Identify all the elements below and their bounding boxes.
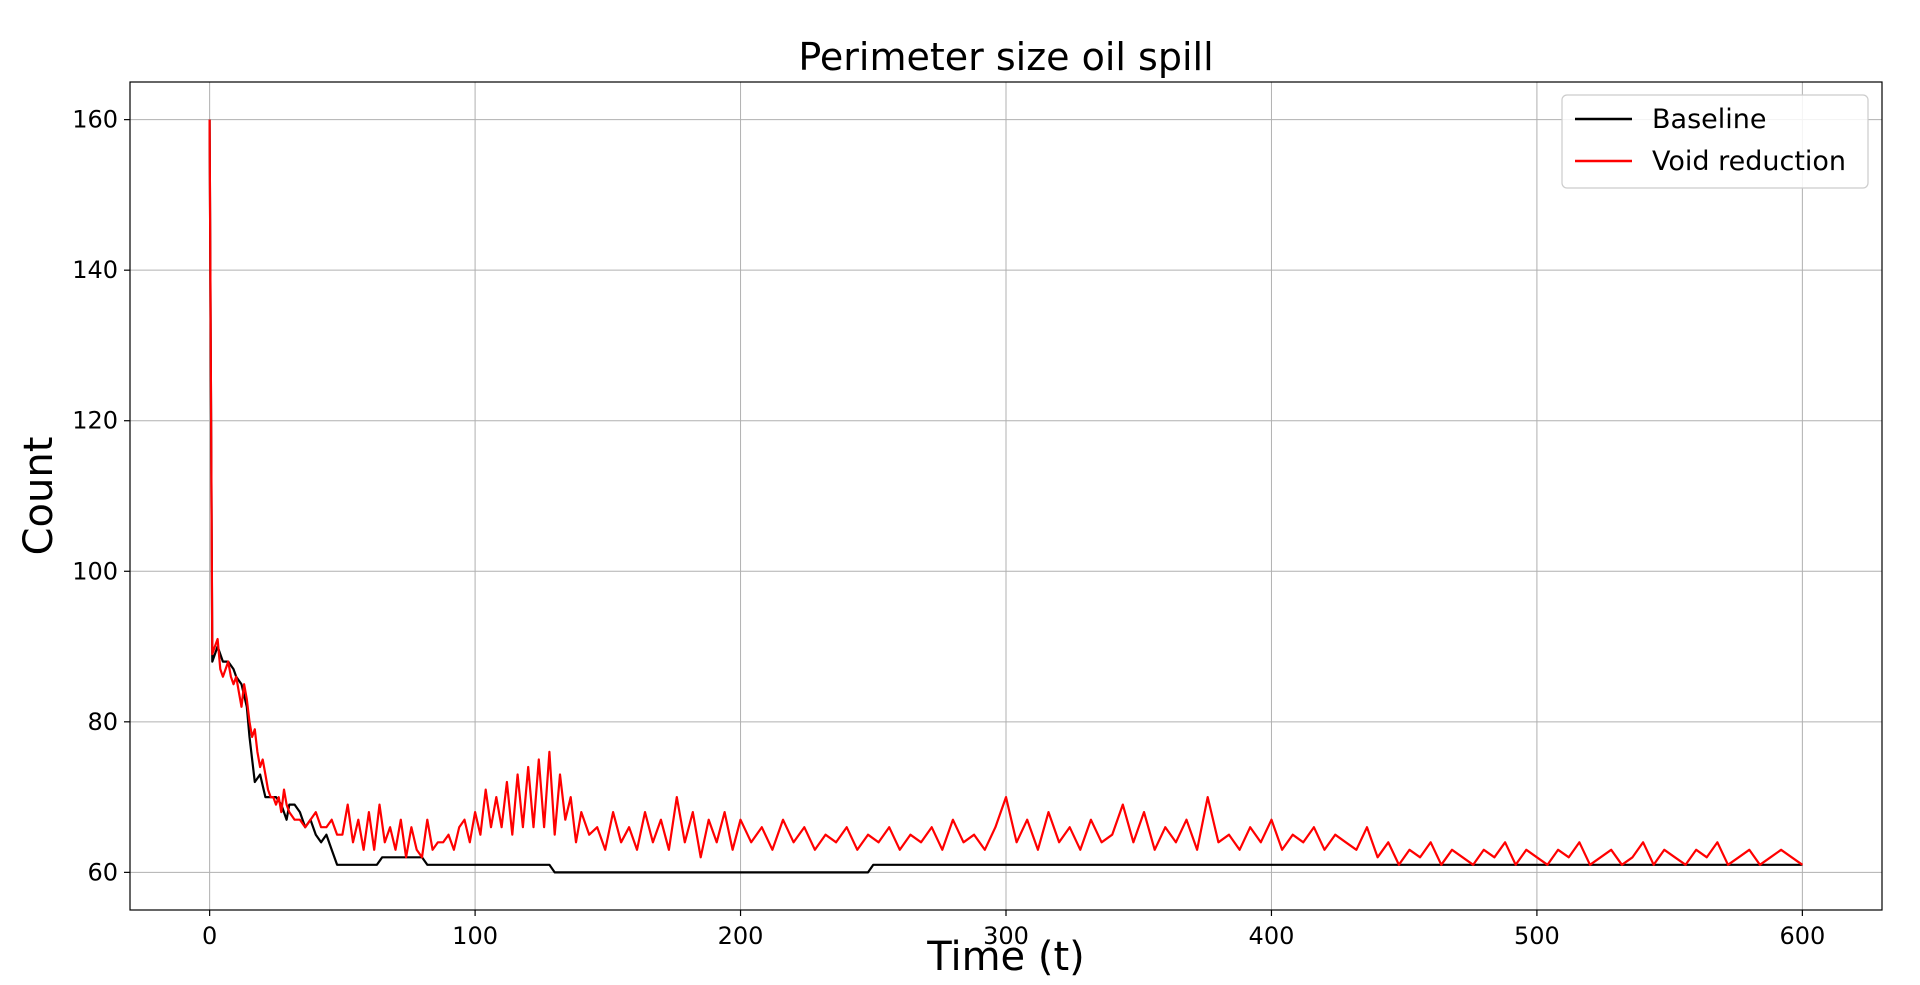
- series-layer: [208, 119, 1804, 874]
- x-tick-label: 500: [1514, 922, 1560, 950]
- x-tick-label: 0: [202, 922, 217, 950]
- x-tick-label: 300: [983, 922, 1029, 950]
- x-tick-label: 600: [1779, 922, 1825, 950]
- x-tick-label: 100: [452, 922, 498, 950]
- x-axis-label: Time (t): [926, 934, 1085, 980]
- void-reduction-legend-label: Void reduction: [1652, 146, 1846, 177]
- x-axis-ticks: 0 100 200 300 400 500 600: [202, 910, 1825, 950]
- y-tick-label: 120: [72, 407, 118, 435]
- grid-lines: [130, 82, 1882, 910]
- chart-title: Perimeter size oil spill: [798, 35, 1213, 79]
- y-axis-ticks: 60 80 100 120 140 160: [72, 106, 130, 886]
- legend: Baseline Void reduction: [1561, 94, 1869, 189]
- baseline-legend-label: Baseline: [1652, 104, 1766, 135]
- x-tick-label: 200: [718, 922, 764, 950]
- void-reduction-series-line: [208, 119, 1804, 866]
- y-tick-label: 80: [87, 708, 118, 736]
- y-tick-label: 100: [72, 557, 118, 585]
- y-tick-label: 160: [72, 106, 118, 134]
- y-tick-label: 60: [87, 858, 118, 886]
- legend-box: [1561, 94, 1869, 189]
- x-tick-label: 400: [1249, 922, 1295, 950]
- y-tick-label: 140: [72, 256, 118, 284]
- y-axis-label: Count: [16, 437, 62, 556]
